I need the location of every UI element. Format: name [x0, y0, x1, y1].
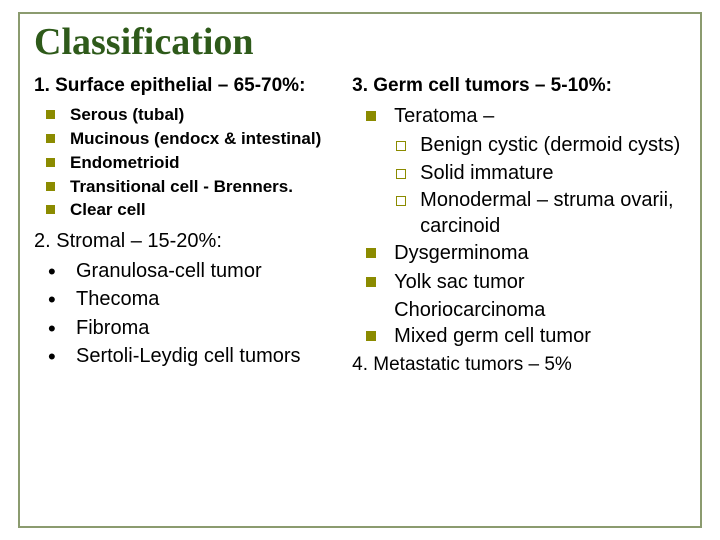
slide-title: Classification — [34, 20, 686, 64]
section3-heading: 3. Germ cell tumors – 5-10%: — [352, 74, 686, 98]
list-item: Clear cell — [34, 199, 342, 221]
list-item: Thecoma — [34, 287, 342, 313]
list-item: Mixed germ cell tumor — [352, 324, 686, 350]
chorio-line: Choriocarcinoma — [352, 298, 686, 324]
right-column: 3. Germ cell tumors – 5-10%: Teratoma – … — [352, 74, 686, 377]
list-item: Endometrioid — [34, 152, 342, 174]
teratoma-sub: Monodermal – struma ovarii, carcinoid — [352, 188, 686, 239]
section1-heading: 1. Surface epithelial – 65-70%: — [34, 74, 342, 98]
section2-heading: 2. Stromal – 15-20%: — [34, 229, 342, 255]
list-item: Sertoli-Leydig cell tumors — [34, 344, 342, 370]
teratoma-sub: Solid immature — [352, 161, 686, 187]
left-column: 1. Surface epithelial – 65-70%: Serous (… — [34, 74, 342, 377]
list-item: Mucinous (endocx & intestinal) — [34, 128, 342, 150]
list-item: Granulosa-cell tumor — [34, 259, 342, 285]
list-item: Dysgerminoma — [352, 241, 686, 267]
list-item: Serous (tubal) — [34, 104, 342, 126]
teratoma-sub: Benign cystic (dermoid cysts) — [352, 133, 686, 159]
list-item: Fibroma — [34, 316, 342, 342]
teratoma-item: Teratoma – — [352, 104, 686, 130]
section4-heading: 4. Metastatic tumors – 5% — [352, 353, 686, 377]
section3-list: Teratoma – Benign cystic (dermoid cysts)… — [352, 104, 686, 295]
list-item: Transitional cell - Brenners. — [34, 176, 342, 198]
section1-list: Serous (tubal) Mucinous (endocx & intest… — [34, 104, 342, 221]
section3-list-cont: Mixed germ cell tumor — [352, 324, 686, 350]
section2-list: Granulosa-cell tumor Thecoma Fibroma Ser… — [34, 259, 342, 370]
list-item: Yolk sac tumor — [352, 270, 686, 296]
content-columns: 1. Surface epithelial – 65-70%: Serous (… — [34, 74, 686, 377]
slide-frame: Classification 1. Surface epithelial – 6… — [18, 12, 702, 528]
